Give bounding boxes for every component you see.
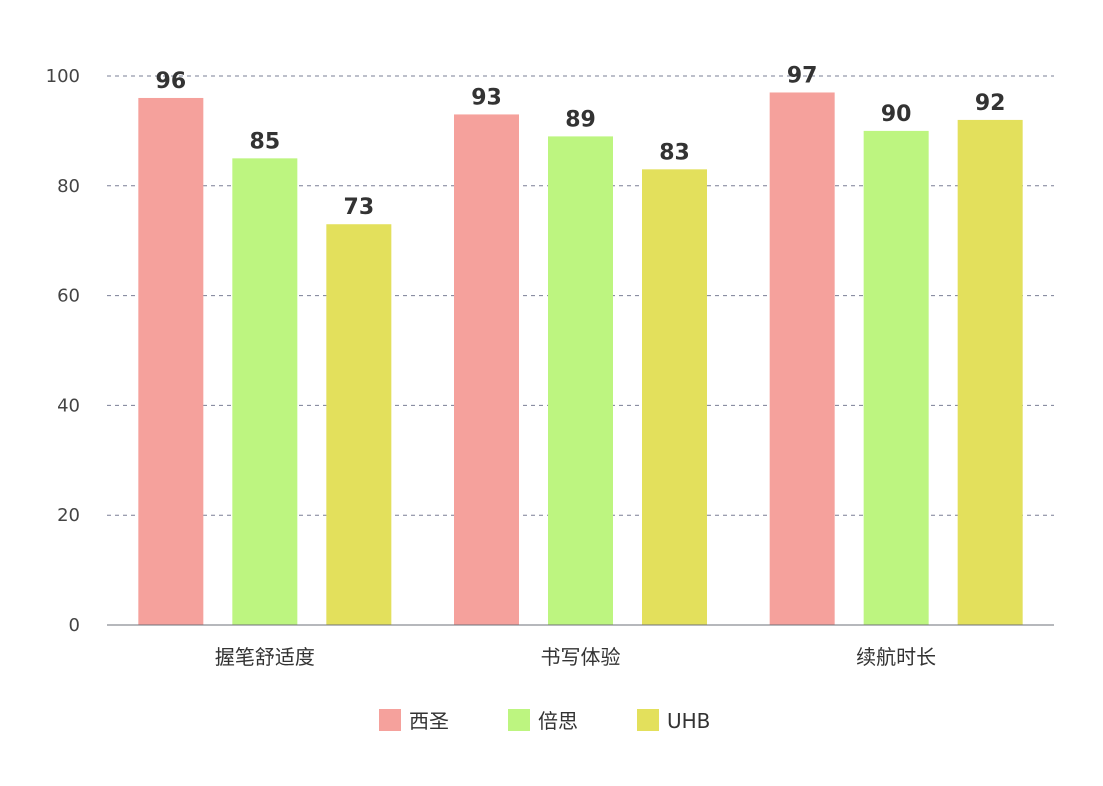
data-label: 96 (156, 69, 187, 94)
bars (138, 92, 1023, 626)
data-label: 90 (881, 102, 912, 127)
legend-swatch (637, 709, 659, 731)
bar (454, 114, 519, 626)
bar (232, 158, 298, 625)
x-category-label: 续航时长 (856, 645, 936, 669)
legend-label: UHB (667, 709, 710, 733)
bar (769, 92, 835, 626)
bar (326, 224, 392, 626)
y-tick-label: 40 (57, 395, 80, 416)
data-label: 73 (344, 195, 375, 220)
data-labels: 96 85 73 93 89 83 97 90 92 (156, 63, 1006, 220)
bar (642, 169, 707, 625)
y-tick-label: 100 (46, 66, 80, 87)
data-label: 85 (250, 129, 281, 154)
x-category-label: 握笔舒适度 (215, 645, 315, 669)
y-tick-label: 60 (57, 286, 80, 307)
legend: 西圣 倍思 UHB (379, 709, 710, 733)
y-axis-ticks: 0 20 40 60 80 100 (46, 66, 80, 636)
legend-swatch (379, 709, 401, 731)
y-tick-label: 0 (69, 615, 80, 636)
bar (957, 119, 1023, 626)
legend-item: UHB (637, 709, 710, 733)
y-tick-label: 80 (57, 176, 80, 197)
bar (548, 136, 613, 625)
y-tick-label: 20 (57, 505, 80, 526)
legend-item: 西圣 (379, 709, 449, 733)
x-category-label: 书写体验 (541, 645, 621, 669)
data-label: 97 (787, 63, 818, 88)
legend-item: 倍思 (508, 709, 578, 733)
bar (138, 97, 204, 625)
legend-label: 西圣 (409, 709, 449, 733)
data-label: 93 (471, 85, 502, 110)
legend-swatch (508, 709, 530, 731)
data-label: 92 (975, 91, 1006, 116)
legend-label: 倍思 (538, 709, 578, 733)
data-label: 89 (565, 107, 596, 132)
data-label: 83 (659, 140, 690, 165)
bar (863, 130, 929, 625)
x-axis-categories: 握笔舒适度 书写体验 续航时长 (215, 645, 936, 669)
